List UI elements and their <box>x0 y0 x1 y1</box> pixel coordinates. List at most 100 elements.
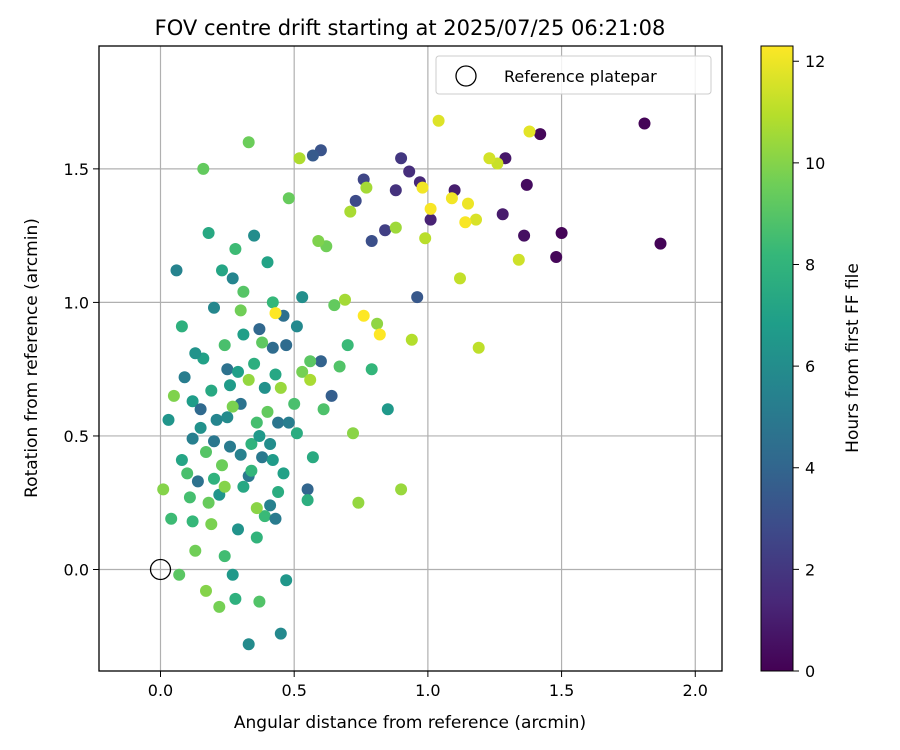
scatter-point <box>277 467 290 480</box>
scatter-point <box>250 502 263 515</box>
scatter-point <box>210 413 223 426</box>
scatter-point <box>242 638 255 651</box>
scatter-point <box>245 464 258 477</box>
scatter-point <box>178 371 191 384</box>
scatter-points <box>157 114 667 651</box>
scatter-point <box>347 427 359 440</box>
scatter-point <box>304 373 317 386</box>
scatter-point <box>194 403 207 416</box>
x-axis-label: Angular distance from reference (arcmin) <box>234 713 586 733</box>
scatter-point <box>232 523 244 536</box>
scatter-point <box>381 403 394 416</box>
scatter-point <box>282 416 295 429</box>
scatter-point <box>325 389 338 402</box>
grid-lines <box>99 46 722 671</box>
scatter-point <box>173 568 186 581</box>
x-tick-label: 0.5 <box>281 681 306 700</box>
scatter-point <box>205 384 218 397</box>
scatter-point <box>470 213 482 226</box>
legend-reference-marker <box>455 65 477 87</box>
scatter-point <box>237 285 250 298</box>
scatter-point <box>269 307 282 320</box>
scatter-point <box>520 178 533 191</box>
scatter-point <box>496 208 509 221</box>
scatter-point <box>365 235 378 247</box>
scatter-point <box>274 627 287 640</box>
scatter-point <box>208 301 220 314</box>
scatter-point <box>317 403 330 416</box>
scatter-point <box>459 216 472 229</box>
scatter-point <box>162 413 175 426</box>
scatter-point <box>218 339 231 352</box>
scatter-point <box>226 272 239 285</box>
scatter-point <box>344 205 357 218</box>
y-tick-label: 1.0 <box>64 293 89 312</box>
scatter-point <box>512 253 525 266</box>
scatter-point <box>304 355 317 368</box>
legend: Reference platepar <box>435 55 712 95</box>
scatter-point <box>253 595 266 608</box>
scatter-point <box>237 480 250 493</box>
scatter-point <box>371 317 384 330</box>
scatter-point <box>424 213 437 226</box>
colorbar: 0 2 4 6 8 10 12 Hours from first FF file <box>760 45 863 681</box>
y-axis-ticks: 0.0 0.5 1.0 1.5 <box>64 160 99 580</box>
scatter-point <box>186 432 199 445</box>
scatter-point <box>266 454 279 466</box>
scatter-point <box>272 486 285 498</box>
scatter-point <box>242 373 255 386</box>
scatter-point <box>654 237 667 250</box>
colorbar-tick-label: 12 <box>805 52 825 71</box>
x-tick-label: 1.0 <box>415 681 440 700</box>
scatter-point <box>229 243 242 255</box>
scatter-point <box>237 328 250 341</box>
scatter-point <box>349 194 362 207</box>
scatter-point <box>216 459 228 472</box>
scatter-point <box>261 256 274 269</box>
scatter-point <box>296 291 309 304</box>
colorbar-tick-label: 6 <box>805 357 815 376</box>
x-tick-label: 1.5 <box>549 681 574 700</box>
scatter-point <box>250 531 263 544</box>
scatter-point <box>314 355 327 368</box>
scatter-point <box>419 232 432 245</box>
scatter-point <box>483 152 496 165</box>
scatter-point <box>205 518 218 531</box>
scatter-point <box>454 272 466 285</box>
scatter-point <box>360 181 373 194</box>
legend-entry-reference-platepar: Reference platepar <box>504 67 657 86</box>
y-tick-label: 1.5 <box>64 160 89 179</box>
scatter-point <box>445 192 458 205</box>
scatter-point <box>186 515 199 528</box>
scatter-point <box>197 162 210 175</box>
x-tick-label: 0.0 <box>148 681 173 700</box>
scatter-point <box>253 323 266 336</box>
scatter-point <box>208 435 220 448</box>
scatter-point <box>208 472 220 485</box>
scatter-point <box>216 264 228 277</box>
colorbar-tick-label: 2 <box>805 560 815 579</box>
scatter-point <box>379 224 392 237</box>
scatter-point <box>306 451 319 464</box>
scatter-point <box>550 251 563 263</box>
scatter-point <box>523 125 536 138</box>
scatter-point <box>200 584 212 597</box>
scatter-point <box>232 365 244 378</box>
scatter-point <box>638 117 651 130</box>
colorbar-ticks: 0 2 4 6 8 10 12 <box>793 52 825 681</box>
scatter-point <box>258 510 271 523</box>
scatter-point <box>170 264 183 277</box>
scatter-point <box>175 454 188 466</box>
scatter-point <box>555 227 568 239</box>
colorbar-tick-label: 10 <box>805 154 825 173</box>
chart-title: FOV centre drift starting at 2025/07/25 … <box>155 16 666 40</box>
scatter-point <box>200 446 212 458</box>
colorbar-tick-label: 0 <box>805 662 815 681</box>
scatter-point <box>175 320 188 333</box>
scatter-point <box>226 568 239 581</box>
reference-marker <box>149 558 172 581</box>
scatter-point <box>339 293 351 306</box>
scatter-point <box>167 389 180 402</box>
scatter-point <box>189 347 202 360</box>
